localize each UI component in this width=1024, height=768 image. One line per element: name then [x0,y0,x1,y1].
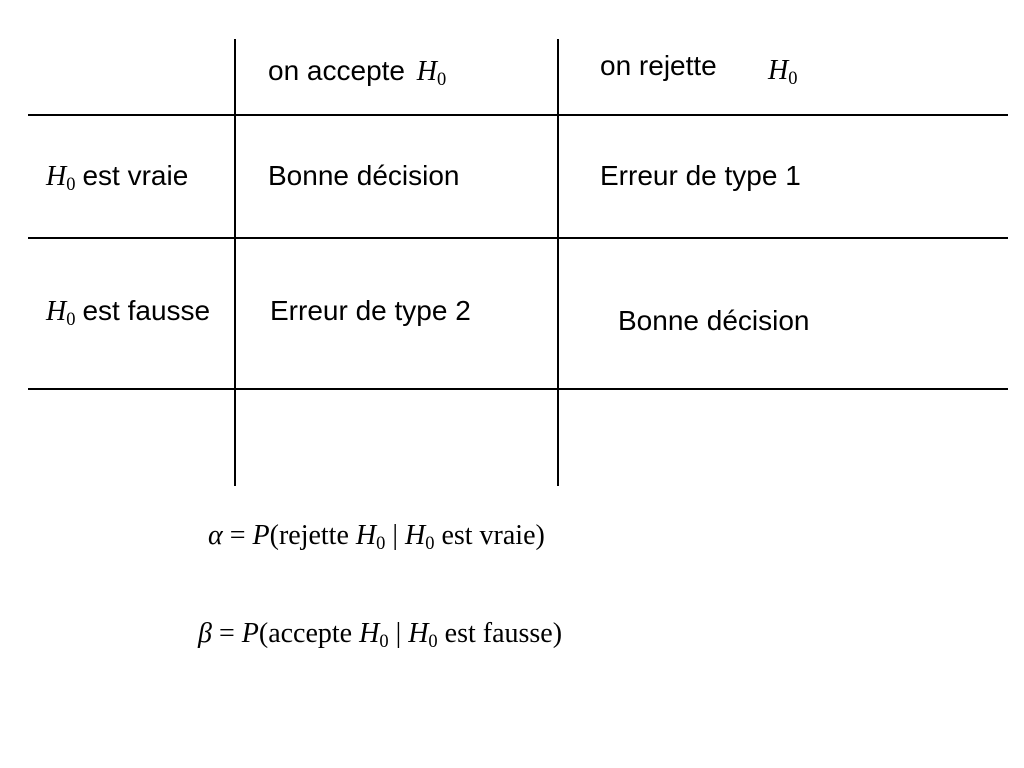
page: on accepte H0 on rejette H0 H0 est vraie… [0,0,1024,768]
beta-formula: β = P(accepte H0 | H0 est fausse) [198,618,562,652]
header-col1-text: on accepte [268,55,405,86]
hline-2 [28,237,1008,239]
row1-label-text: est vraie [82,160,188,191]
alpha-formula: α = P(rejette H0 | H0 est vraie) [208,520,545,554]
row1-label-symbol: H0 [46,161,82,192]
row2-col2: Bonne décision [618,305,809,337]
header-col2-text: on rejette [600,50,717,82]
row1-col2: Erreur de type 1 [600,160,801,192]
row2-label-symbol: H0 [46,296,82,327]
header-col1-symbol: H0 [417,56,446,87]
row2-label-text: est fausse [82,295,210,326]
hline-1 [28,114,1008,116]
header-col1: on accepte H0 [268,55,446,90]
vline-1 [234,39,236,486]
row2-col1: Erreur de type 2 [270,295,471,327]
row2-label: H0 est fausse [46,295,210,330]
row1-label: H0 est vraie [46,160,188,195]
row1-col1: Bonne décision [268,160,459,192]
vline-2 [557,39,559,486]
hline-3 [28,388,1008,390]
header-col2-symbol: H0 [768,55,797,89]
